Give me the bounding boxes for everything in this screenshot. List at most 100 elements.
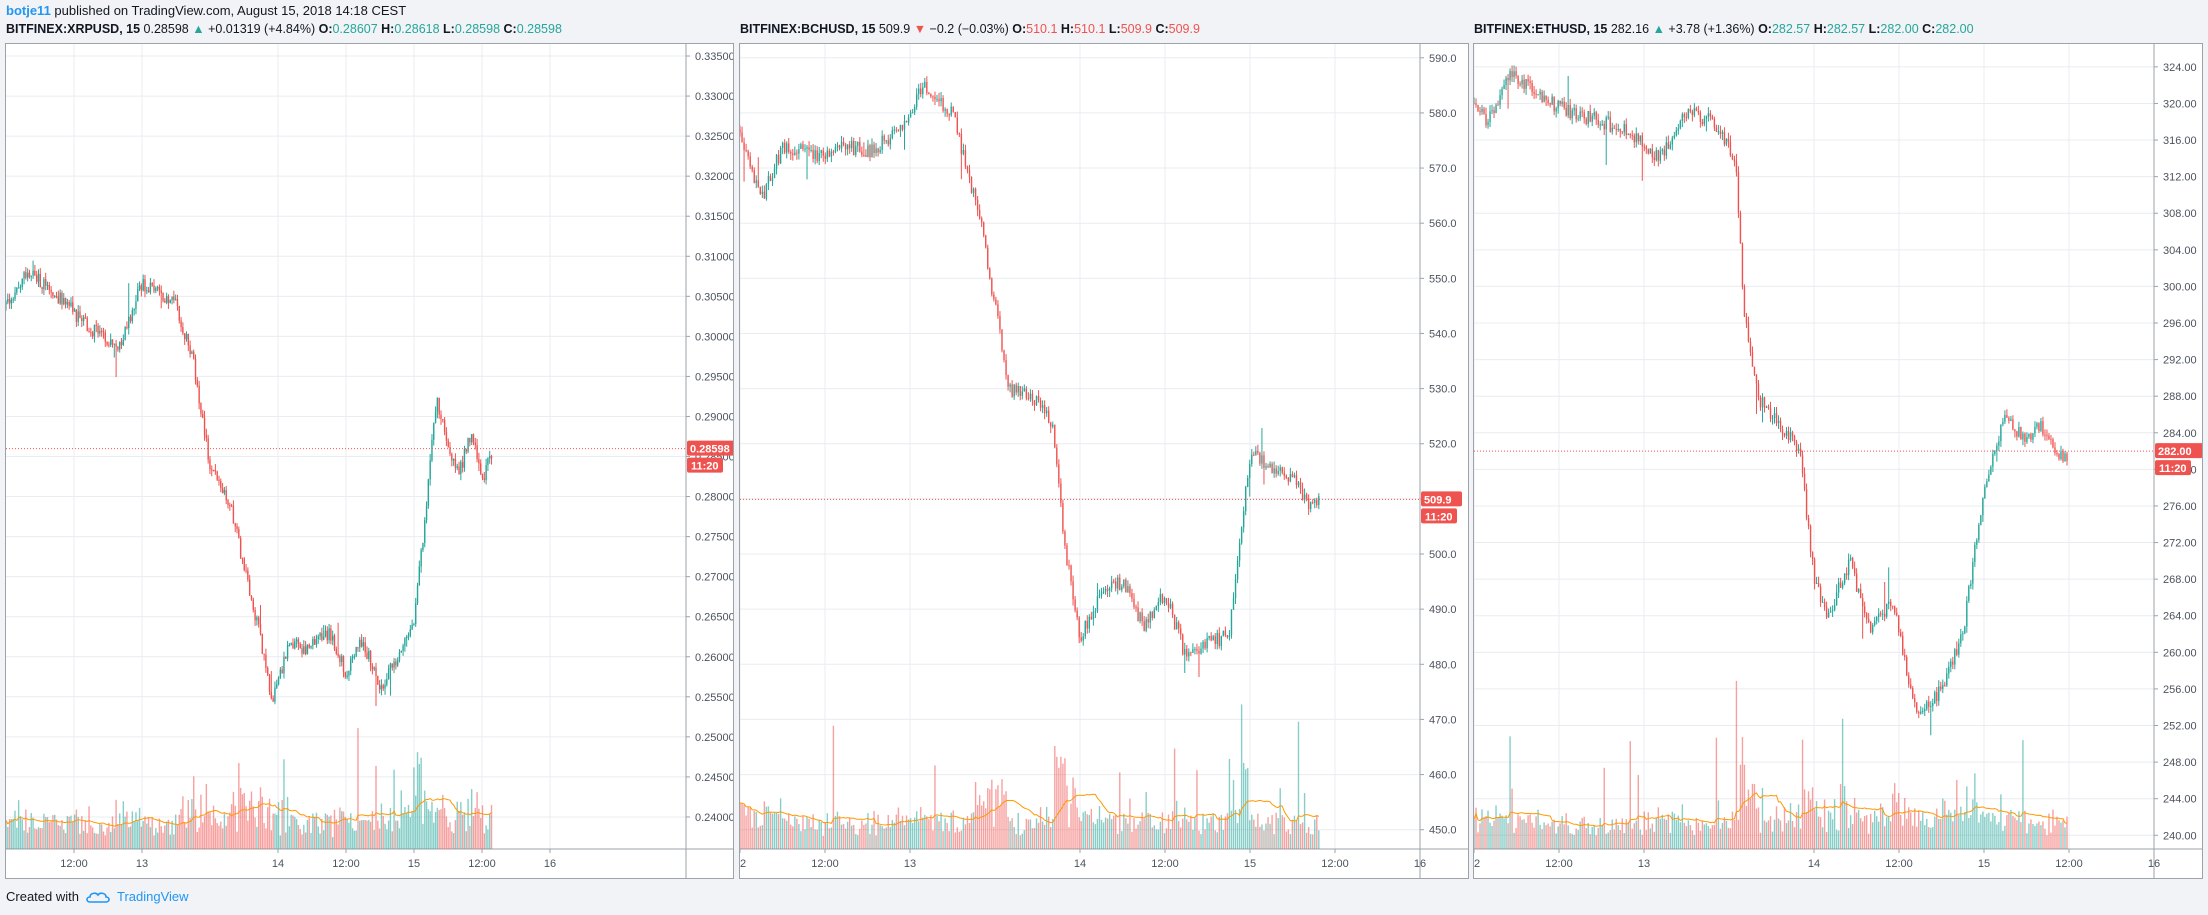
ohlc-open: 0.28607 (332, 22, 378, 36)
volume-bar (425, 801, 428, 849)
candle-body (380, 685, 383, 690)
price-tick-label: 0.33000 (695, 91, 733, 103)
candle-body (745, 149, 747, 151)
candle-body (1950, 661, 1952, 667)
volume-bar (1316, 815, 1318, 849)
volume-bar (1948, 809, 1950, 849)
volume-bar (59, 825, 61, 849)
candle-body (1027, 398, 1030, 400)
chart-svg-ethusd[interactable]: 324.00320.00316.00312.00308.00304.00300.… (1474, 44, 2202, 878)
candle-body (7, 298, 9, 303)
candle-body (962, 150, 965, 154)
volume-bar (52, 815, 54, 849)
candle-body (267, 668, 269, 675)
candle-body (1677, 128, 1680, 131)
candle-body (1511, 71, 1513, 77)
candle-body (1918, 712, 1920, 714)
volume-bar (1533, 827, 1535, 849)
volume-bar (106, 827, 108, 849)
candle-body (1713, 118, 1716, 128)
candle-body (1783, 433, 1786, 436)
volume-bar (1133, 818, 1135, 849)
gridlines (1474, 44, 2155, 849)
chart-svg-xrpusd[interactable]: 0.335000.330000.325000.320000.315000.310… (6, 44, 733, 878)
candle-body (156, 287, 159, 289)
volume-bar (156, 832, 159, 849)
candle-body (1163, 598, 1166, 603)
candle-body (485, 465, 487, 480)
candle-body (313, 639, 316, 645)
change-value: −0.2 (−0.03%) (929, 22, 1009, 36)
candle-body (1875, 617, 1878, 621)
volume-bar (187, 800, 190, 849)
candle-body (84, 317, 87, 319)
candle-body (1877, 613, 1880, 618)
price-tick-label: 0.27000 (695, 572, 733, 584)
chart-panel-ethusd[interactable]: 324.00 320.00 316.00 312.00 308.00 304.00 300.… (1473, 43, 2203, 879)
candle-body (1735, 161, 1738, 173)
tradingview-brand-link[interactable]: TradingView (116, 889, 189, 904)
volume-bar (1709, 828, 1712, 849)
volume-bar (41, 828, 43, 849)
volume-bar (371, 811, 374, 849)
volume-bar (1855, 812, 1858, 849)
candle-body (344, 671, 347, 677)
volume-bar (895, 814, 898, 849)
volume-bar (875, 835, 877, 849)
candle-body (1058, 464, 1060, 484)
volume-bar (1261, 824, 1263, 849)
volume-bar (1066, 785, 1068, 849)
candle-body (1244, 486, 1247, 512)
candle-body (1639, 135, 1641, 142)
volume-bar (151, 818, 153, 849)
candle-body (859, 141, 861, 152)
volume-bar (95, 833, 97, 849)
volume-bar (1871, 822, 1874, 849)
candle-body (396, 660, 399, 666)
volume-bar (1125, 818, 1127, 849)
tradingview-cloud-icon[interactable] (85, 890, 111, 904)
volume-bar (1847, 827, 1850, 849)
volume-bar (1673, 813, 1676, 849)
candle-body (781, 142, 784, 148)
candle-body (2040, 421, 2042, 431)
publisher-username[interactable]: botje11 (6, 3, 51, 18)
candle-body (1259, 452, 1261, 464)
candle-body (897, 130, 900, 132)
candle-body (322, 636, 325, 640)
candle-body (371, 666, 374, 670)
candle-body (1309, 502, 1312, 509)
price-tick-label: 252.00 (2163, 721, 2197, 733)
candle-body (838, 145, 841, 149)
time-tick-label: 13 (136, 858, 148, 870)
volume-bar (1192, 829, 1194, 849)
candle-body (239, 538, 242, 559)
volume-bar (61, 820, 63, 849)
candle-body (1533, 92, 1535, 94)
candle-body (848, 144, 851, 149)
candle-body (871, 144, 873, 158)
candle-body (1242, 511, 1245, 528)
candle-body (286, 645, 289, 659)
candle-body (274, 687, 276, 702)
candle-body (458, 466, 460, 475)
chart-panel-xrpusd[interactable]: 0.33500 0.33000 0.32500 0.32000 0.31500 0.310… (5, 43, 734, 879)
candle-body (50, 289, 52, 293)
chart-panel-bchusd[interactable]: 590.0 580.0 570.0 560.0 550.0 540.0 530.0 520.0… (739, 43, 1469, 879)
volume-bar (8, 818, 11, 849)
candle-body (1693, 108, 1696, 116)
volume-bar (1815, 801, 1818, 849)
candle-body (194, 358, 197, 380)
volume-bar (1050, 827, 1052, 849)
volume-bar (1489, 822, 1491, 849)
volume-bar (873, 811, 875, 849)
volume-bar (777, 814, 780, 849)
volume-bar (1821, 827, 1824, 849)
volume-bar (1145, 792, 1147, 849)
candle-body (1267, 466, 1269, 468)
candle-body (1867, 619, 1870, 622)
volume-bar (960, 830, 963, 849)
candle-body (1561, 101, 1563, 104)
chart-svg-bchusd[interactable]: 590.0580.0570.0560.0550.0540.0530.0520.0… (740, 44, 1468, 878)
time-tick-label: 12:00 (60, 858, 88, 870)
